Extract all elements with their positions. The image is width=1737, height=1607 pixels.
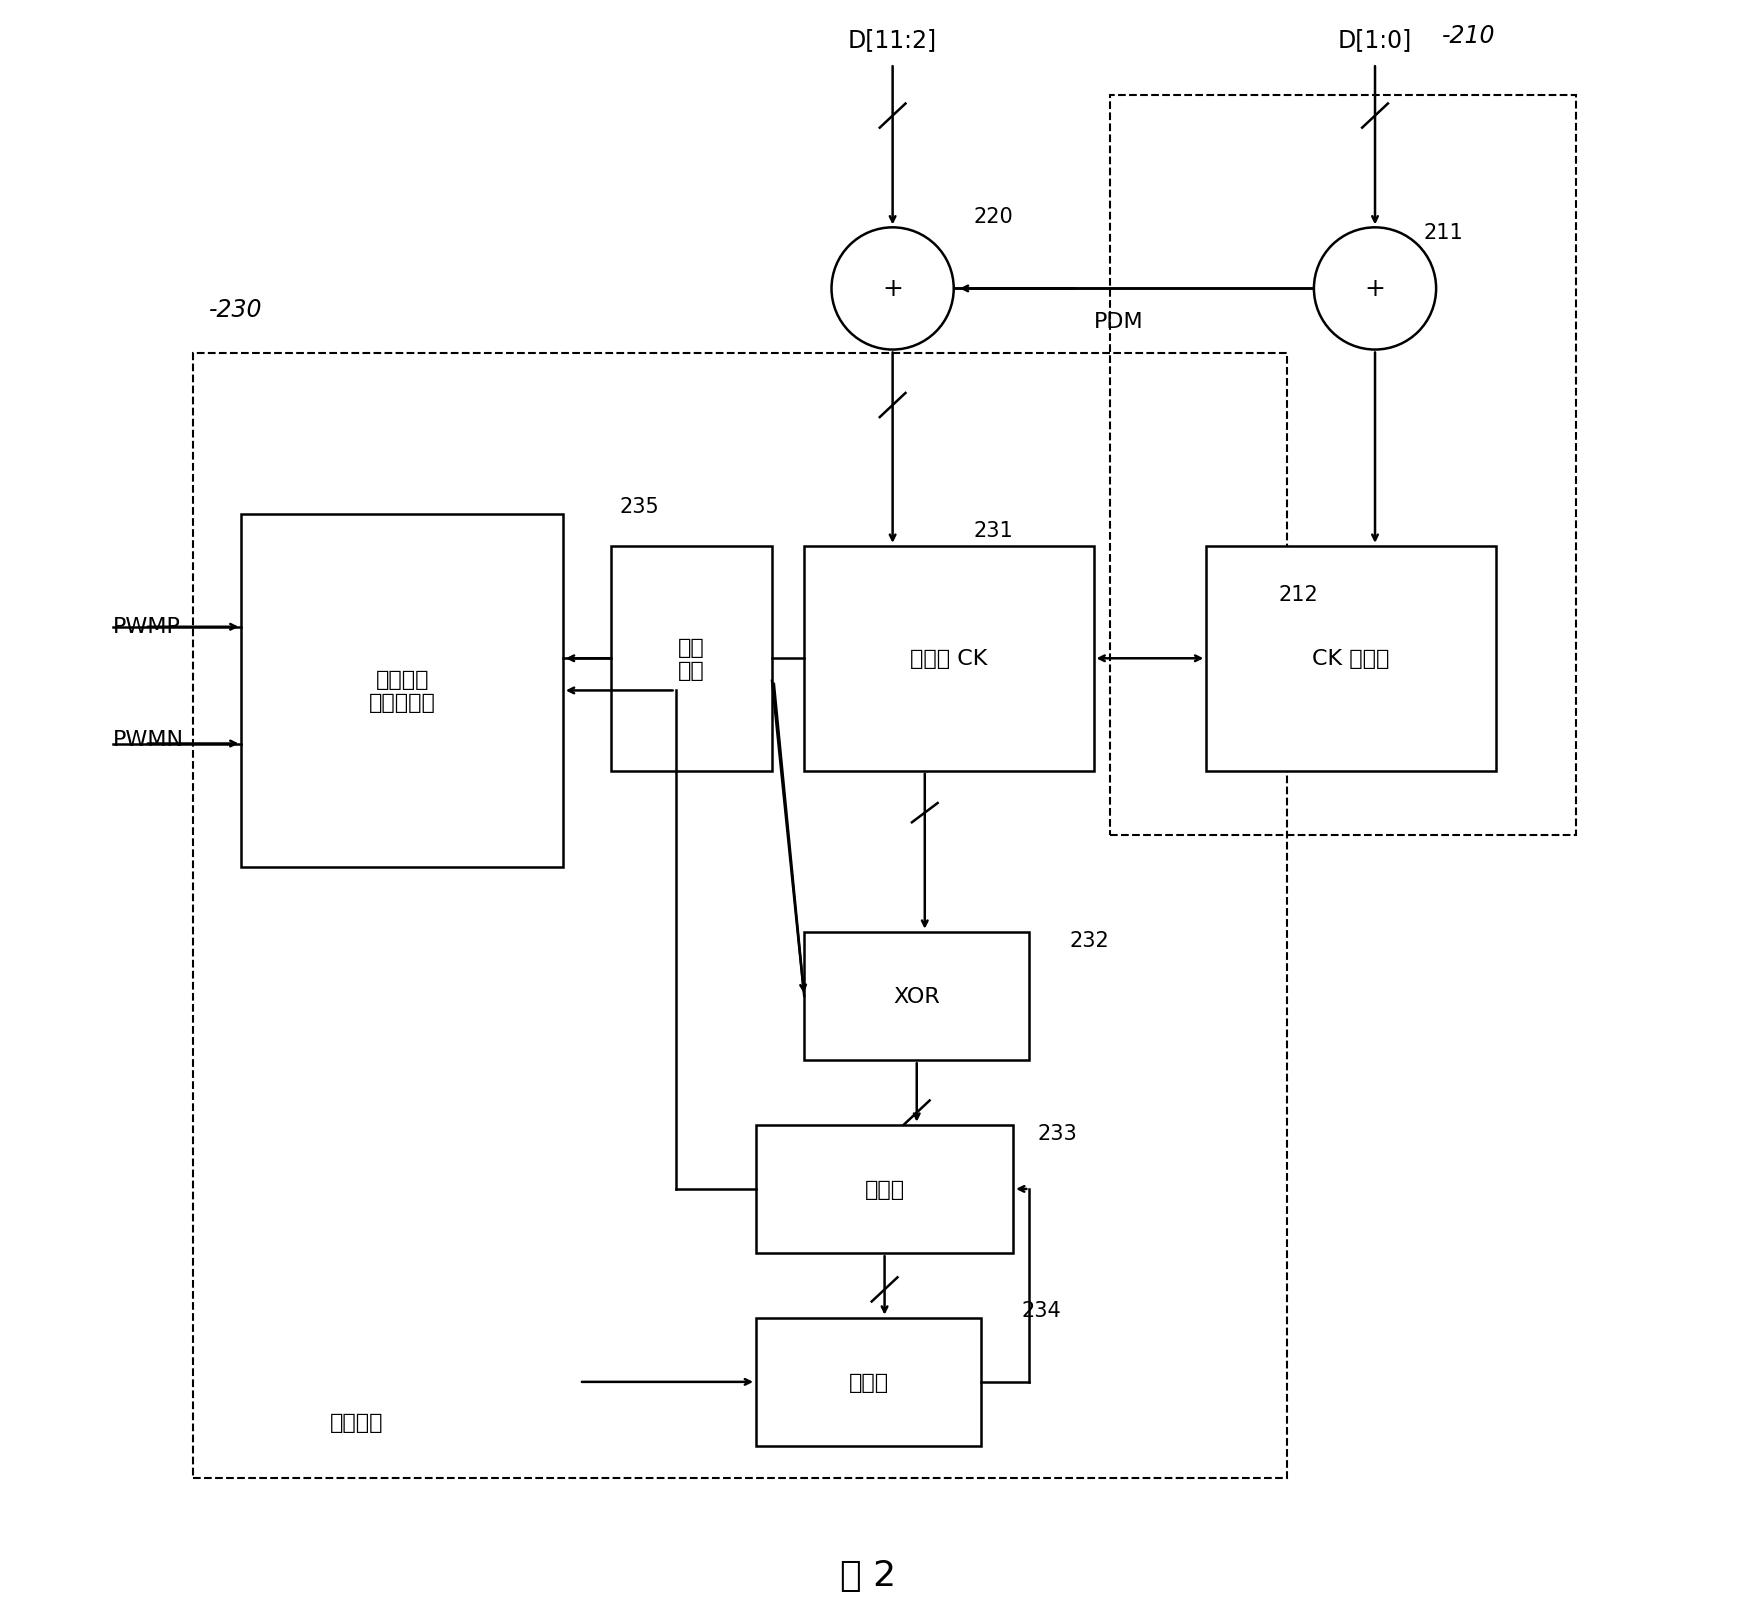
- Text: PWMP: PWMP: [113, 617, 181, 636]
- Text: 234: 234: [1021, 1300, 1061, 1319]
- Text: -210: -210: [1442, 24, 1496, 48]
- Text: 符号
位元: 符号 位元: [677, 638, 705, 680]
- FancyBboxPatch shape: [241, 514, 563, 868]
- Text: CK 闩锁器: CK 闩锁器: [1311, 649, 1390, 669]
- Text: 比较器: 比较器: [865, 1180, 905, 1199]
- Text: 235: 235: [620, 497, 658, 516]
- Text: D[11:2]: D[11:2]: [848, 29, 938, 51]
- Text: 脉宽调变
输出切换器: 脉宽调变 输出切换器: [368, 670, 436, 712]
- Circle shape: [832, 228, 954, 350]
- Text: 闩锁器 CK: 闩锁器 CK: [910, 649, 988, 669]
- Text: D[1:0]: D[1:0]: [1337, 29, 1412, 51]
- FancyBboxPatch shape: [611, 546, 771, 771]
- FancyBboxPatch shape: [756, 1318, 981, 1446]
- Text: 图 2: 图 2: [841, 1557, 896, 1593]
- Text: 工作时脉: 工作时脉: [330, 1413, 384, 1432]
- Text: XOR: XOR: [893, 987, 940, 1006]
- Text: PDM: PDM: [1094, 312, 1143, 331]
- Text: +: +: [1365, 278, 1386, 301]
- Text: 计数器: 计数器: [848, 1372, 889, 1392]
- Text: PWMN: PWMN: [113, 730, 184, 749]
- Text: 220: 220: [973, 207, 1013, 227]
- Text: +: +: [882, 278, 903, 301]
- FancyBboxPatch shape: [1205, 546, 1496, 771]
- FancyBboxPatch shape: [756, 1125, 1013, 1253]
- Text: 231: 231: [973, 521, 1013, 540]
- Text: 233: 233: [1037, 1123, 1077, 1143]
- Text: 212: 212: [1278, 585, 1318, 604]
- Text: 232: 232: [1070, 930, 1110, 950]
- Text: 211: 211: [1423, 223, 1463, 243]
- FancyBboxPatch shape: [804, 546, 1094, 771]
- Text: -230: -230: [208, 297, 262, 321]
- FancyBboxPatch shape: [804, 932, 1030, 1061]
- Circle shape: [1313, 228, 1436, 350]
